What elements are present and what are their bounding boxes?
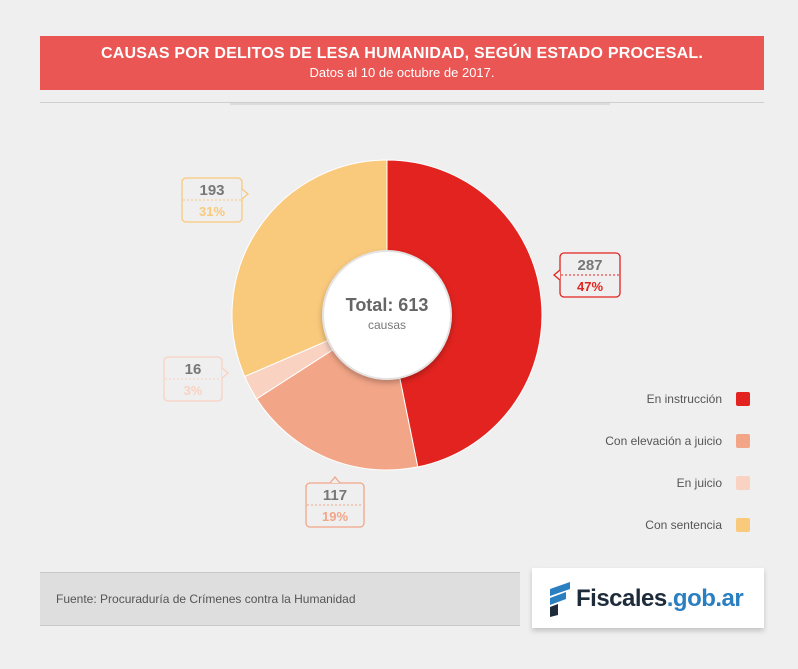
legend-swatch — [736, 476, 750, 490]
data-label-value: 16 — [185, 361, 202, 378]
legend-swatch — [736, 434, 750, 448]
fiscales-flag-icon — [550, 582, 570, 617]
legend-label: En juicio — [676, 476, 722, 490]
legend-item: En instrucción — [560, 378, 750, 420]
data-label-value: 117 — [323, 487, 347, 504]
legend-label: Con sentencia — [645, 518, 722, 532]
data-label-percent: 47% — [577, 279, 603, 294]
logo-domain: .gob.ar — [666, 585, 744, 612]
source-text: Fuente: Procuraduría de Crímenes contra … — [56, 592, 356, 606]
data-label-percent: 3% — [184, 383, 203, 398]
callout-pointer — [241, 188, 250, 200]
legend-item: Con sentencia — [560, 504, 750, 546]
logo-text: Fiscales.gob.ar — [576, 585, 744, 613]
legend-label: Con elevación a juicio — [605, 434, 722, 448]
data-label-value: 193 — [199, 182, 224, 199]
callout-pointer — [329, 475, 341, 484]
legend: En instrucción Con elevación a juicio En… — [560, 378, 750, 546]
pie-slice-en-instruccion — [386, 159, 543, 468]
fiscales-logo[interactable]: Fiscales.gob.ar — [532, 568, 764, 628]
chart-header: CAUSAS POR DELITOS DE LESA HUMANIDAD, SE… — [40, 36, 764, 90]
source-footer: Fuente: Procuraduría de Crímenes contra … — [40, 572, 520, 626]
legend-item: En juicio — [560, 462, 750, 504]
data-label-percent: 31% — [199, 204, 225, 219]
data-label-percent: 19% — [322, 509, 348, 524]
divider-shadow — [230, 103, 610, 105]
data-label-value: 287 — [577, 257, 602, 274]
pie-center-unit: causas — [368, 318, 406, 332]
chart-title: CAUSAS POR DELITOS DE LESA HUMANIDAD, SE… — [101, 45, 703, 62]
pie-center-circle — [322, 250, 452, 380]
callout-en-juicio: 163% — [163, 356, 230, 402]
legend-swatch — [736, 518, 750, 532]
callout-pointer — [221, 367, 230, 379]
legend-swatch — [736, 392, 750, 406]
logo-main: Fiscales — [576, 585, 667, 612]
legend-label: En instrucción — [646, 392, 722, 406]
callout-pointer — [552, 269, 561, 281]
legend-item: Con elevación a juicio — [560, 420, 750, 462]
divider — [40, 102, 764, 103]
chart-subtitle: Datos al 10 de octubre de 2017. — [309, 65, 495, 80]
pie-center-total: Total: 613 — [346, 295, 429, 315]
